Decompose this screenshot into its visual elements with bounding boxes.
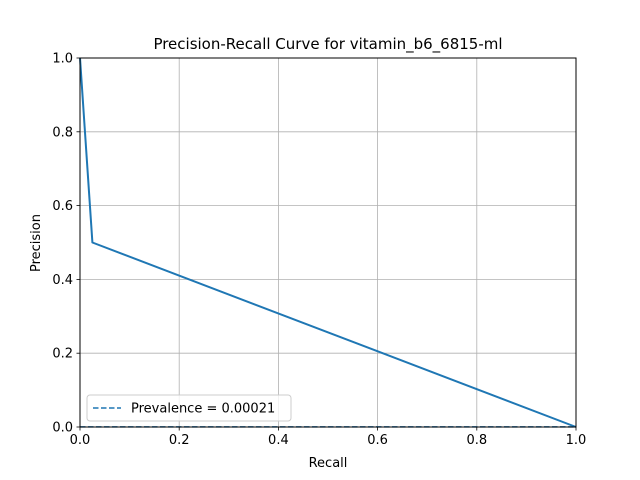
- x-tick-label: 0.0: [70, 433, 91, 448]
- axis-ticks: 0.0 0.2 0.4 0.6 0.8 1.0 0.0 0.2 0.4 0.6 0.8 1.0: [52, 52, 586, 449]
- precision-recall-curve-line: [79, 57, 577, 428]
- y-tick-label: 0.0: [52, 421, 73, 436]
- axes-frame: [79, 57, 577, 428]
- x-tick-label: 0.2: [169, 433, 190, 448]
- x-axis-label: Recall: [309, 456, 348, 471]
- legend-box: [86, 394, 292, 422]
- x-tick-label: 0.8: [466, 433, 487, 448]
- y-axis-label: Precision: [29, 214, 44, 272]
- chart-title: Precision-Recall Curve for vitamin_b6_68…: [153, 35, 502, 54]
- x-tick-label: 0.6: [367, 433, 388, 448]
- x-tick-label: 1.0: [566, 433, 587, 448]
- legend: Prevalence = 0.00021: [86, 394, 292, 422]
- x-tick-label: 0.4: [268, 433, 289, 448]
- legend-entry-prevalence: Prevalence = 0.00021: [131, 402, 275, 417]
- y-tick-label: 0.4: [52, 273, 73, 288]
- y-tick-label: 0.8: [52, 125, 73, 140]
- y-tick-label: 0.2: [52, 347, 73, 362]
- y-tick-label: 1.0: [52, 52, 73, 67]
- y-tick-label: 0.6: [52, 199, 73, 214]
- grid: [79, 57, 577, 428]
